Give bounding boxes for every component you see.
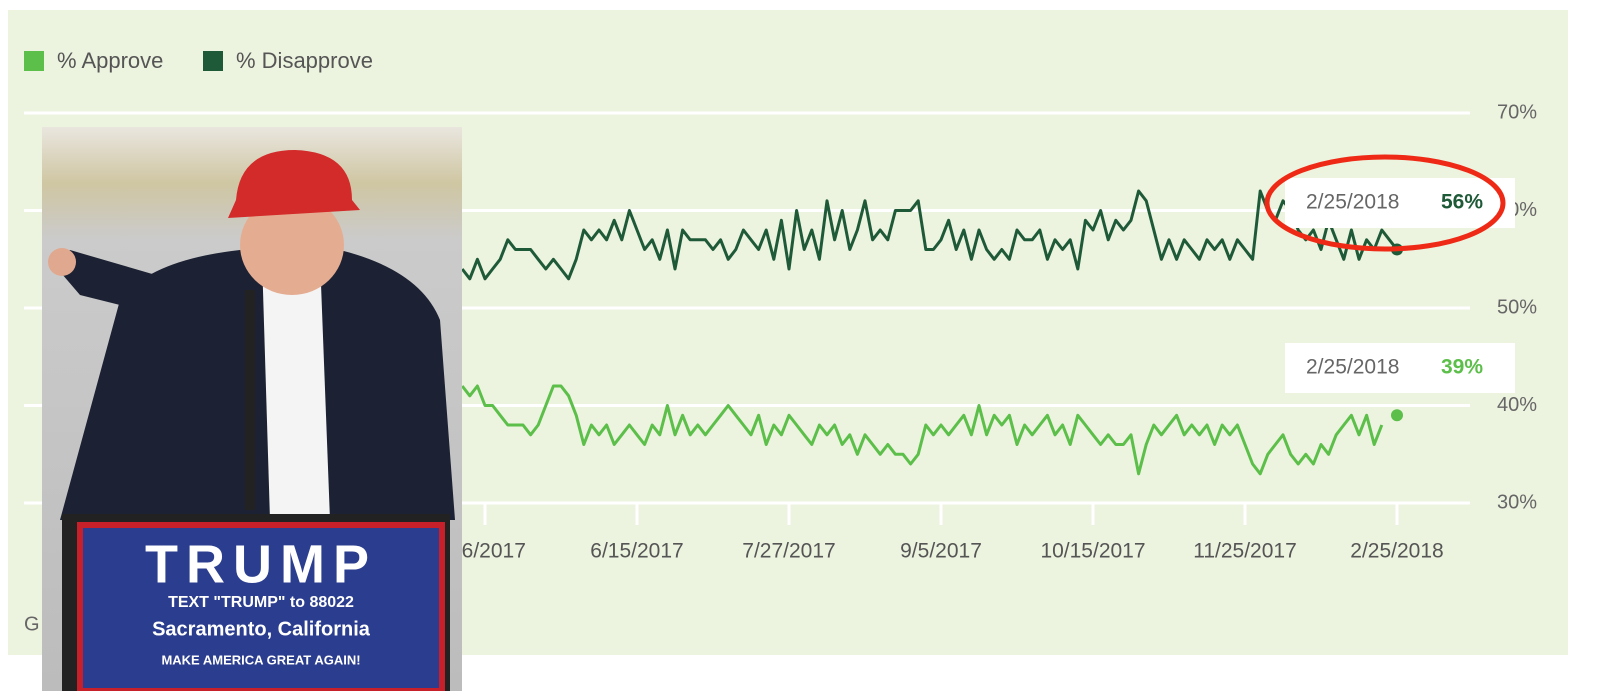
photo-cap: [228, 150, 360, 218]
tooltip-box: [1285, 178, 1515, 228]
highlight-circle: [1264, 154, 1506, 252]
photo-suit: [60, 250, 455, 520]
footer: G: [24, 613, 40, 635]
photo-shirt: [262, 258, 330, 520]
x-tick-label: 11/25/2017: [1193, 540, 1297, 563]
tooltip-date: 2/25/2018: [1306, 191, 1399, 214]
photo-sign-slogan: MAKE AMERICA GREAT AGAIN!: [161, 652, 360, 667]
photo-face: [240, 195, 344, 295]
tooltip-value: 39%: [1441, 356, 1483, 379]
series-line: [461, 189, 1399, 281]
x-tick-label: 2/25/2018: [1350, 540, 1443, 563]
last-point: [1391, 409, 1403, 422]
legend-label: % Disapprove: [236, 48, 373, 73]
tooltip-value: 56%: [1441, 191, 1483, 214]
y-tick-label: 50%: [1497, 296, 1537, 318]
photo-microphone: [245, 290, 255, 510]
photo-sign: [77, 522, 445, 694]
x-axis: 5/6/2017 6/15/2017 7/27/2017 9/5/2017 10/15/…: [444, 503, 1444, 563]
legend-label: % Approve: [57, 48, 163, 73]
legend: % Approve % Disapprove: [24, 48, 373, 73]
tooltips: 2/25/2018 56% 2/25/2018 39%: [1264, 154, 1515, 393]
y-tick-label: 30%: [1497, 491, 1537, 513]
y-tick-label: 70%: [1497, 101, 1537, 123]
x-tick-label: 9/5/2017: [900, 540, 982, 563]
photo: TRUMP TEXT "TRUMP" to 88022 Sacramento, …: [42, 127, 462, 694]
tooltip-box: [1285, 343, 1515, 393]
x-tick-label: 10/15/2017: [1040, 540, 1145, 563]
photo-hand: [48, 248, 76, 276]
photo-sign-title: TRUMP: [145, 534, 377, 594]
photo-sign-place: Sacramento, California: [152, 618, 371, 640]
photo-sign-text: TEXT "TRUMP" to 88022: [168, 594, 354, 611]
x-tick-label: 6/15/2017: [590, 540, 683, 563]
tooltip-date: 2/25/2018: [1306, 356, 1399, 379]
y-tick-label: 40%: [1497, 394, 1537, 416]
x-tick-label: 5/6/2017: [444, 540, 526, 563]
x-tick-label: 7/27/2017: [742, 540, 835, 563]
legend-swatch: [203, 51, 223, 71]
legend-swatch: [24, 51, 44, 71]
photo-arm: [50, 250, 190, 320]
